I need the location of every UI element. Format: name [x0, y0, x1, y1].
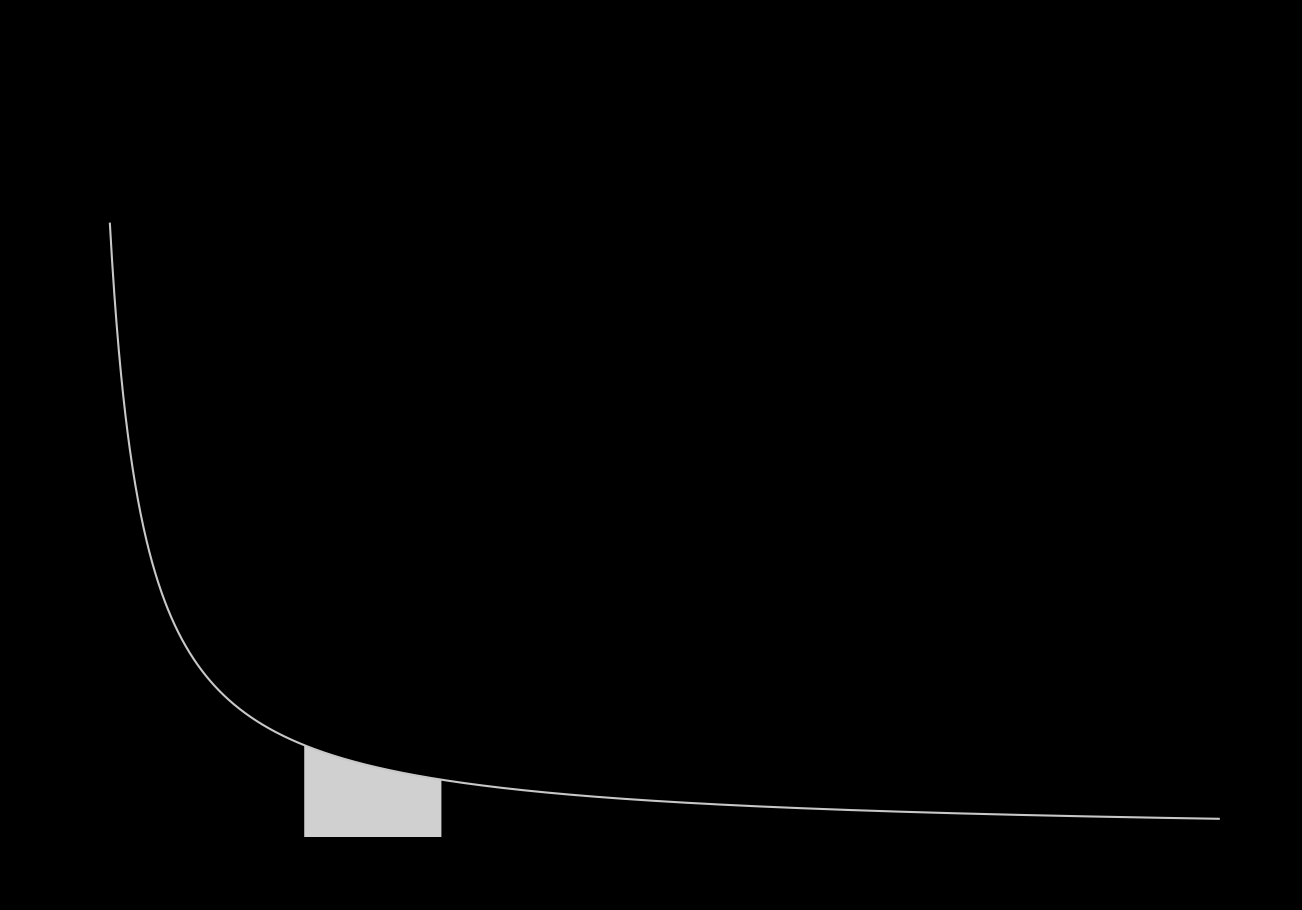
Polygon shape [305, 745, 441, 837]
